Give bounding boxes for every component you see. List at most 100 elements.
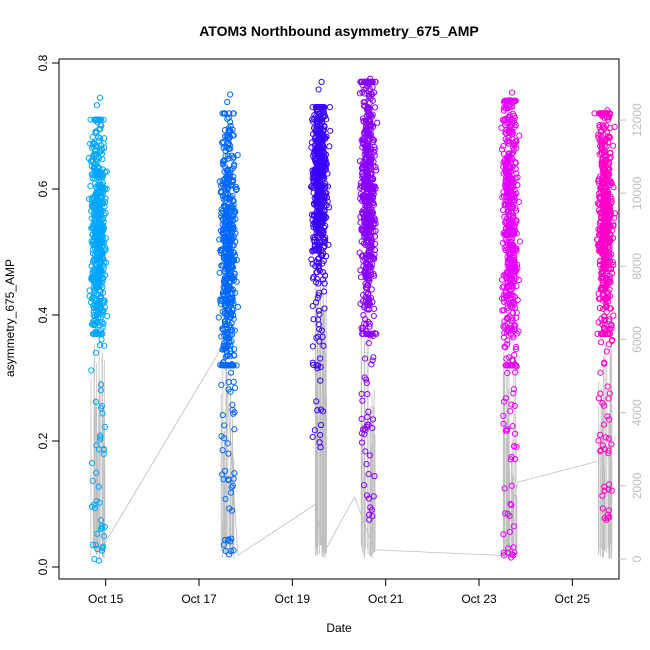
- data-point: [101, 423, 108, 431]
- data-point: [219, 177, 226, 184]
- data-point: [510, 183, 517, 190]
- data-point: [100, 187, 107, 194]
- data-point: [96, 187, 103, 194]
- data-points: [85, 75, 619, 564]
- data-point: [92, 398, 100, 405]
- data-point: [361, 320, 368, 327]
- data-point: [608, 487, 615, 494]
- data-point: [601, 445, 608, 453]
- data-point: [363, 461, 370, 468]
- data-point: [91, 147, 99, 154]
- data-point: [309, 343, 316, 350]
- data-point: [358, 225, 365, 232]
- data-point: [314, 194, 321, 202]
- data-point: [358, 415, 365, 422]
- data-point: [312, 133, 319, 141]
- data-point: [94, 116, 101, 123]
- data-point: [606, 253, 613, 260]
- data-point: [97, 517, 105, 524]
- data-point: [87, 183, 94, 190]
- data-point: [364, 83, 371, 90]
- data-point: [221, 422, 228, 429]
- data-point: [605, 294, 612, 301]
- data-point: [357, 184, 364, 192]
- data-point: [504, 300, 511, 307]
- data-point: [500, 549, 507, 556]
- data-point: [88, 207, 95, 215]
- data-point: [501, 485, 508, 492]
- data-point: [226, 551, 233, 558]
- data-point: [372, 185, 379, 192]
- data-point: [514, 181, 521, 189]
- data-point: [98, 402, 106, 410]
- data-point: [599, 278, 606, 285]
- data-point: [500, 531, 507, 538]
- data-point: [318, 116, 325, 123]
- data-point: [508, 324, 515, 332]
- data-point: [361, 355, 369, 362]
- data-point: [366, 516, 373, 523]
- data-point: [507, 408, 514, 415]
- data-point: [96, 499, 103, 506]
- data-point: [311, 124, 318, 132]
- data-point: [603, 295, 610, 303]
- data-point: [512, 455, 519, 463]
- data-point: [506, 528, 513, 536]
- data-point: [234, 303, 242, 311]
- data-point: [225, 136, 232, 143]
- data-point: [500, 420, 507, 427]
- data-point: [89, 477, 96, 484]
- data-point: [510, 139, 517, 147]
- data-point: [323, 116, 330, 123]
- data-point: [229, 296, 236, 303]
- data-point: [508, 191, 516, 198]
- data-point: [595, 231, 603, 238]
- data-point: [314, 407, 321, 414]
- data-point: [603, 279, 610, 286]
- data-point: [229, 126, 236, 133]
- data-point: [363, 147, 370, 154]
- data-point: [367, 211, 374, 218]
- data-point: [601, 515, 608, 522]
- data-point: [98, 238, 106, 245]
- data-point: [598, 224, 605, 231]
- data-point: [313, 200, 321, 207]
- data-point: [362, 328, 370, 335]
- data-point: [87, 299, 95, 306]
- data-point: [229, 482, 236, 489]
- data-point: [604, 107, 611, 114]
- data-point: [502, 129, 509, 136]
- data-point: [313, 362, 320, 369]
- data-point: [229, 235, 236, 242]
- data-point: [500, 295, 508, 302]
- data-point: [600, 264, 607, 271]
- data-point: [606, 171, 613, 178]
- data-point: [359, 169, 366, 176]
- data-point: [220, 202, 228, 209]
- index-line-segment: [99, 342, 225, 552]
- data-point: [599, 124, 606, 131]
- data-point: [97, 434, 104, 441]
- y-axis-label: asymmetry_675_AMP: [3, 259, 17, 377]
- data-point: [231, 161, 238, 168]
- data-point: [311, 427, 318, 434]
- y-tick-label: 0.6: [36, 180, 50, 197]
- data-point: [310, 200, 318, 207]
- data-point: [319, 148, 326, 155]
- data-point: [100, 342, 108, 349]
- data-point: [603, 196, 610, 203]
- data-point: [222, 276, 229, 283]
- data-point: [326, 143, 333, 150]
- data-point: [598, 285, 605, 292]
- data-point: [511, 430, 519, 437]
- data-point: [223, 261, 230, 268]
- data-point: [313, 213, 320, 220]
- data-point: [99, 275, 106, 282]
- data-point: [601, 359, 608, 366]
- data-point: [317, 104, 324, 111]
- data-point: [313, 275, 320, 282]
- x-tick-label: Oct 17: [181, 592, 217, 606]
- data-point: [89, 194, 96, 201]
- data-point: [220, 342, 227, 349]
- data-point: [512, 346, 519, 353]
